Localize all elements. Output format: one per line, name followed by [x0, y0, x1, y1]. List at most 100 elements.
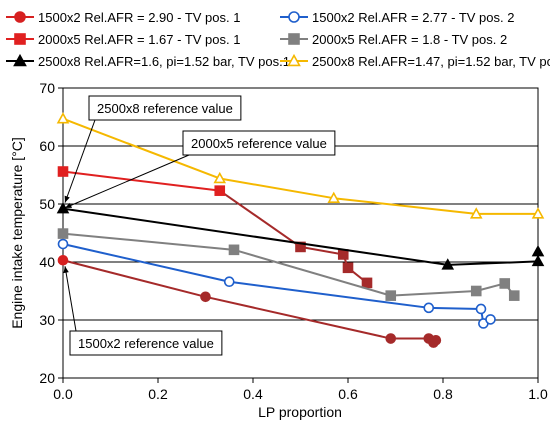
x-tick-label: 0.4	[243, 386, 263, 402]
x-axis-ticks: 0.0 0.2 0.4 0.6 0.8 1.0	[53, 378, 548, 402]
x-tick-label: 1.0	[528, 386, 548, 402]
x-tick-label: 0.8	[433, 386, 453, 402]
series-2	[57, 238, 496, 329]
legend-item: 2500x8 Rel.AFR=1.47, pi=1.52 bar, TV pos…	[280, 53, 550, 69]
annotation-arrowhead	[63, 266, 69, 274]
annotation-arrowhead	[64, 195, 70, 203]
series-5	[56, 202, 545, 270]
data-point	[337, 249, 349, 260]
data-point	[430, 334, 442, 346]
series-line-segment	[205, 295, 391, 340]
series-line-segment	[62, 259, 206, 298]
series-line-segment	[428, 306, 482, 310]
y-tick-label: 20	[39, 370, 55, 386]
data-point	[327, 191, 341, 203]
y-tick-label: 60	[39, 138, 55, 154]
annotation: 2000x5 reference value	[64, 130, 336, 209]
data-point	[56, 112, 70, 124]
series-layer	[56, 112, 545, 348]
data-point	[385, 290, 397, 301]
y-tick-label: 50	[39, 196, 55, 212]
annotation-arrow	[64, 266, 77, 332]
series-line-segment	[447, 260, 539, 266]
legend-label: 2000x5 Rel.AFR = 1.67 - TV pos. 1	[38, 32, 240, 47]
data-point	[423, 302, 435, 314]
data-point	[213, 171, 227, 184]
y-axis-ticks: 20 30 40 50 60 70	[39, 80, 63, 386]
series-line-segment	[62, 117, 221, 180]
legend-marker	[14, 11, 26, 23]
series-line-segment	[62, 232, 235, 251]
data-point	[214, 185, 226, 196]
data-point	[361, 277, 373, 289]
legend-item: 2500x8 Rel.AFR=1.6, pi=1.52 bar, TV pos.…	[6, 53, 290, 69]
legend-marker	[288, 33, 300, 45]
legend-label: 1500x2 Rel.AFR = 2.90 - TV pos. 1	[38, 10, 240, 25]
legend-item: 2000x5 Rel.AFR = 1.8 - TV pos. 2	[280, 32, 507, 47]
data-point	[57, 166, 69, 177]
series-line-segment	[219, 189, 302, 248]
annotation-arrow	[64, 119, 96, 203]
data-point	[475, 303, 487, 315]
data-point	[531, 254, 545, 267]
series-line-segment	[62, 243, 230, 283]
series-line-segment	[300, 245, 344, 256]
legend-label: 2000x5 Rel.AFR = 1.8 - TV pos. 2	[312, 32, 507, 47]
annotation-arrowhead	[65, 202, 72, 208]
data-point	[385, 333, 397, 344]
y-tick-label: 70	[39, 80, 55, 96]
data-point	[499, 278, 511, 289]
legend-label: 2500x8 Rel.AFR=1.6, pi=1.52 bar, TV pos.…	[38, 54, 290, 69]
series-6	[56, 112, 545, 219]
series-line-segment	[62, 207, 448, 266]
annotation-box	[69, 330, 223, 356]
x-tick-label: 0.2	[148, 386, 168, 402]
annotation-text: 1500x2 reference value	[78, 336, 214, 351]
legend: 1500x2 Rel.AFR = 2.90 - TV pos. 1 1500x2 …	[6, 10, 550, 69]
annotation-layer: 2500x8 reference value 2000x5 reference v…	[63, 95, 336, 356]
series-line-segment	[390, 290, 477, 297]
data-point	[508, 290, 520, 301]
data-point	[441, 258, 455, 270]
data-point	[57, 238, 69, 250]
annotation-text: 2500x8 reference value	[97, 101, 233, 116]
data-point	[485, 314, 496, 325]
y-tick-label: 40	[39, 254, 55, 270]
legend-item: 1500x2 Rel.AFR = 2.77 - TV pos. 2	[280, 10, 514, 25]
legend-marker	[14, 33, 26, 45]
x-axis-label: LP proportion	[258, 404, 342, 420]
series-line-segment	[333, 197, 477, 215]
data-point	[531, 244, 545, 257]
gridlines	[63, 145, 538, 321]
x-tick-label: 0.0	[53, 386, 73, 402]
legend-item: 1500x2 Rel.AFR = 2.90 - TV pos. 1	[6, 10, 240, 25]
x-tick-label: 0.6	[338, 386, 358, 402]
data-point	[223, 276, 235, 288]
data-point	[342, 262, 354, 274]
annotation-arrow	[64, 154, 190, 209]
y-tick-label: 30	[39, 312, 55, 328]
series-line-segment	[62, 170, 220, 192]
data-point	[57, 228, 69, 239]
data-point	[470, 285, 482, 297]
data-point	[200, 291, 211, 303]
data-point	[469, 207, 483, 219]
legend-item: 2000x5 Rel.AFR = 1.67 - TV pos. 1	[6, 32, 240, 47]
y-axis-label: Engine intake temperature [°C]	[9, 137, 25, 329]
data-point	[531, 207, 545, 219]
annotation: 2500x8 reference value	[64, 95, 242, 203]
series-4	[57, 228, 520, 301]
legend-marker	[288, 11, 300, 23]
legend-label: 1500x2 Rel.AFR = 2.77 - TV pos. 2	[312, 10, 514, 25]
series-3	[57, 166, 373, 289]
annotation-text: 2000x5 reference value	[191, 136, 327, 151]
series-line-segment	[229, 280, 429, 309]
data-point	[57, 254, 69, 266]
series-line-segment	[233, 248, 392, 297]
data-point	[228, 244, 240, 256]
annotation-box	[182, 130, 336, 156]
series-line-segment	[219, 177, 334, 200]
annotation-box	[88, 95, 242, 121]
annotation: 1500x2 reference value	[63, 266, 223, 356]
